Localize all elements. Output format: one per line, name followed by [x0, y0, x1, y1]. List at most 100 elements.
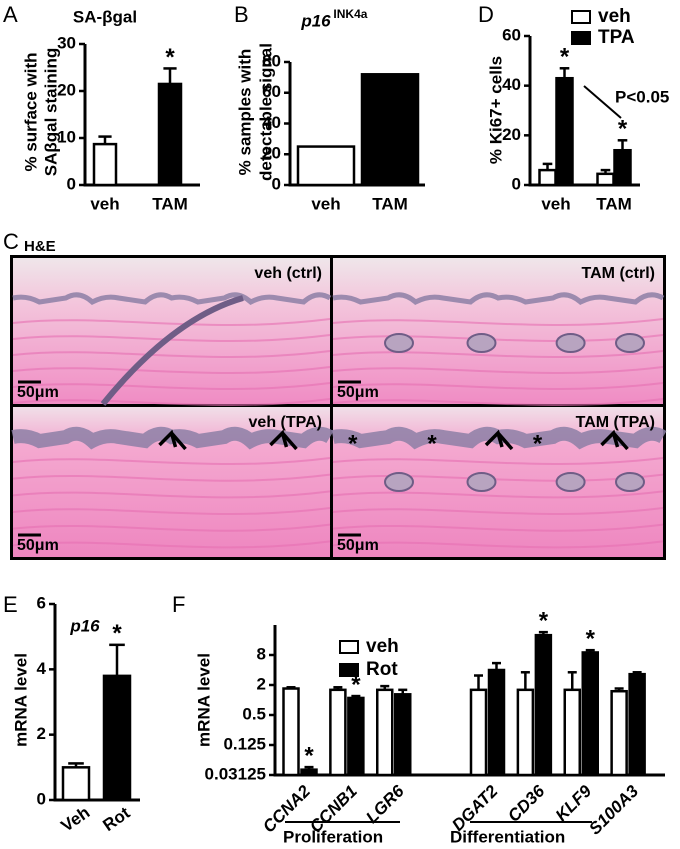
- scale-bar-label: 50μm: [17, 537, 59, 554]
- panel-letter: D: [478, 2, 494, 27]
- hair-follicle: [555, 333, 586, 353]
- hair-follicle: [384, 472, 414, 492]
- bar: [376, 688, 394, 777]
- bar: [534, 633, 553, 777]
- bar: [347, 696, 365, 777]
- bar: [329, 688, 347, 777]
- legend-label: veh: [366, 636, 399, 657]
- x-tick-label: TAM: [596, 194, 632, 213]
- y-axis-label: detectable signal: [256, 43, 275, 181]
- hair: [100, 295, 244, 406]
- legend-label: Rot: [366, 659, 398, 680]
- y-tick-label: 0.5: [242, 704, 266, 723]
- annotation: P<0.05: [615, 87, 669, 106]
- bar: [157, 82, 183, 187]
- y-tick-label: 0: [37, 789, 46, 808]
- x-tick-label: Rot: [99, 803, 133, 835]
- error-bar: [398, 688, 408, 695]
- error-bar: [492, 661, 501, 670]
- bar: [102, 674, 132, 802]
- legend-swatch: [571, 10, 591, 24]
- y-axis-label: % surface with: [21, 52, 40, 171]
- y-tick-label: 60: [262, 82, 281, 101]
- marker: *: [427, 430, 437, 457]
- error-bar: [163, 67, 177, 84]
- stain-label: H&E: [24, 238, 56, 255]
- bar: [360, 73, 420, 187]
- marker: *: [533, 430, 543, 457]
- error-bar: [98, 135, 112, 145]
- y-tick-label: 30: [57, 33, 76, 52]
- chart-title: SA-βgal: [73, 7, 137, 26]
- x-tick-label: KLF9: [552, 781, 596, 825]
- panel-letter: E: [3, 592, 18, 617]
- dermis-fiber: [332, 523, 664, 532]
- y-tick-label: 0: [272, 174, 281, 193]
- dermis-fiber: [332, 540, 664, 549]
- image-label: TAM (ctrl): [582, 265, 655, 282]
- dermis-fiber: [332, 507, 664, 516]
- dermis-fiber: [12, 473, 331, 482]
- hair-follicle: [615, 333, 645, 353]
- arrow: [269, 429, 298, 451]
- bar: [563, 688, 581, 777]
- bar: [92, 142, 118, 187]
- image-label: veh (TPA): [249, 414, 322, 431]
- error-bar: [109, 643, 125, 676]
- bar: [628, 672, 646, 777]
- legend-label: veh: [598, 6, 631, 27]
- legend-swatch: [339, 663, 359, 677]
- error-bar: [304, 765, 314, 770]
- x-tick-label: veh: [541, 194, 570, 213]
- significance: *: [618, 116, 628, 143]
- chart-title: p16: [69, 616, 100, 635]
- hair-follicle: [466, 472, 497, 492]
- error-bar: [585, 648, 595, 653]
- error-bar: [559, 67, 570, 79]
- y-tick-label: 2: [37, 724, 46, 743]
- dermis-fiber: [12, 490, 331, 499]
- scale-bar-label: 50μm: [337, 384, 379, 401]
- y-axis-label: mRNA level: [11, 653, 30, 747]
- error-bar: [538, 630, 548, 636]
- arrow: [158, 429, 187, 451]
- y-tick-label: 8: [257, 644, 266, 663]
- dermis-fiber: [12, 540, 331, 549]
- dermis-fiber: [332, 398, 664, 407]
- marker: *: [348, 430, 358, 457]
- micrograph: [333, 258, 663, 404]
- dermis-fiber: [332, 382, 664, 391]
- hair-follicle: [466, 333, 497, 353]
- dermis-fiber: [12, 507, 331, 516]
- bar: [282, 687, 300, 777]
- bar: [394, 693, 412, 777]
- y-tick-label: 40: [502, 75, 521, 94]
- panel-letter: B: [234, 2, 249, 27]
- y-axis-label: % Ki67+ cells: [486, 56, 505, 164]
- significance: *: [304, 742, 314, 769]
- hair-follicle: [384, 333, 414, 353]
- x-tick-label: TAM: [152, 194, 188, 213]
- bar: [61, 766, 91, 802]
- dermis-fiber: [332, 366, 664, 375]
- bar: [538, 168, 557, 187]
- legend-swatch: [339, 640, 359, 654]
- dermis-fiber: [332, 318, 664, 327]
- x-tick-label: S100A3: [585, 781, 642, 838]
- panel-letter: F: [172, 592, 185, 617]
- hair-follicle: [615, 472, 645, 492]
- error-bar: [380, 684, 390, 690]
- error-bar: [68, 762, 84, 768]
- dermis-fiber: [332, 457, 664, 466]
- panel-letter: C: [3, 229, 19, 254]
- image-label: TAM (TPA): [576, 414, 655, 431]
- error-bar: [351, 694, 361, 698]
- error-bar: [614, 687, 624, 692]
- dermis-fiber: [12, 366, 331, 375]
- epidermis: [332, 292, 665, 305]
- dermis-fiber: [332, 350, 664, 359]
- bar: [555, 76, 574, 187]
- dermis-fiber: [12, 398, 331, 407]
- arrow: [600, 429, 629, 451]
